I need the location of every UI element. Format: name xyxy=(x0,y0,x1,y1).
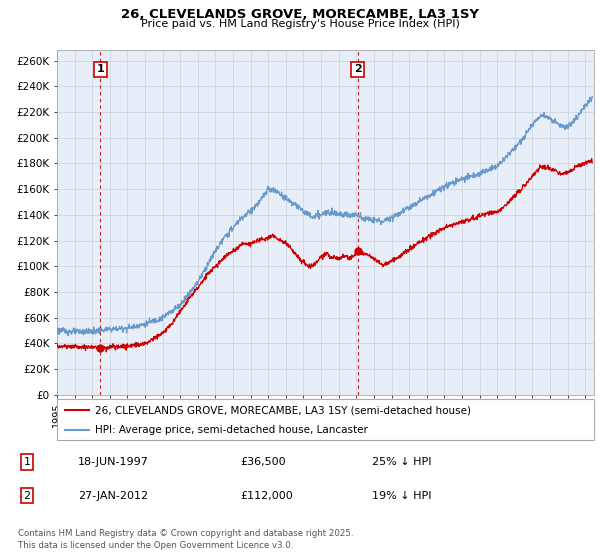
Text: Price paid vs. HM Land Registry's House Price Index (HPI): Price paid vs. HM Land Registry's House … xyxy=(140,19,460,29)
Text: £112,000: £112,000 xyxy=(240,491,293,501)
Text: Contains HM Land Registry data © Crown copyright and database right 2025.
This d: Contains HM Land Registry data © Crown c… xyxy=(18,529,353,550)
Text: 26, CLEVELANDS GROVE, MORECAMBE, LA3 1SY: 26, CLEVELANDS GROVE, MORECAMBE, LA3 1SY xyxy=(121,8,479,21)
Text: 27-JAN-2012: 27-JAN-2012 xyxy=(78,491,148,501)
Text: 2: 2 xyxy=(23,491,31,501)
Text: 19% ↓ HPI: 19% ↓ HPI xyxy=(372,491,431,501)
Text: HPI: Average price, semi-detached house, Lancaster: HPI: Average price, semi-detached house,… xyxy=(95,424,367,435)
Text: 1: 1 xyxy=(97,64,104,74)
Text: 1: 1 xyxy=(23,457,31,467)
Text: 2: 2 xyxy=(353,64,361,74)
Text: £36,500: £36,500 xyxy=(240,457,286,467)
Text: 26, CLEVELANDS GROVE, MORECAMBE, LA3 1SY (semi-detached house): 26, CLEVELANDS GROVE, MORECAMBE, LA3 1SY… xyxy=(95,405,470,415)
Text: 25% ↓ HPI: 25% ↓ HPI xyxy=(372,457,431,467)
Text: 18-JUN-1997: 18-JUN-1997 xyxy=(78,457,149,467)
